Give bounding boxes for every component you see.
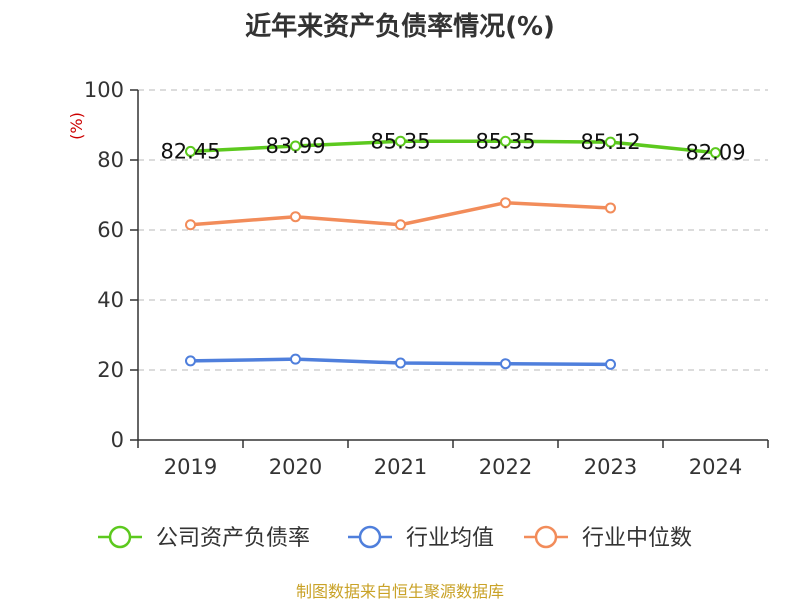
data-label: 85.35 <box>475 129 535 153</box>
y-tick-label: 0 <box>111 428 124 452</box>
data-label: 82.09 <box>685 141 745 165</box>
data-point <box>500 358 511 370</box>
axes: 0 20 40 60 80 100 (%) 2019 2020 2021 2022 2023 2024 <box>67 78 769 479</box>
data-point <box>605 202 616 214</box>
y-axis-label: (%) <box>67 112 86 140</box>
x-tick-label: 2022 <box>479 455 532 479</box>
data-point <box>395 357 406 369</box>
chart-title: 近年来资产负债率情况(%) <box>245 12 555 42</box>
legend-label-2: 行业中位数 <box>582 526 692 551</box>
y-tick-label: 80 <box>97 148 124 172</box>
legend-marker-1 <box>358 525 382 549</box>
data-point <box>185 355 196 367</box>
data-point <box>290 353 301 365</box>
series-lines <box>185 135 721 370</box>
data-point <box>395 135 406 147</box>
legend: 公司资产负债率 行业均值 行业中位数 <box>98 525 692 551</box>
y-tick-label: 20 <box>97 358 124 382</box>
data-point <box>500 135 511 147</box>
data-label: 82.45 <box>160 139 220 163</box>
data-label: 83.99 <box>265 134 325 158</box>
grid-lines <box>138 89 768 371</box>
data-point <box>185 145 196 157</box>
series-line-0 <box>188 139 718 155</box>
source-note: 制图数据来自恒生聚源数据库 <box>295 582 504 601</box>
y-tick-label: 100 <box>84 78 124 102</box>
data-point <box>185 219 196 231</box>
legend-marker-0 <box>108 525 132 549</box>
data-point <box>710 147 721 159</box>
legend-label-0: 公司资产负债率 <box>156 526 310 551</box>
x-tick-label: 2024 <box>689 455 742 479</box>
x-tick-label: 2023 <box>584 455 637 479</box>
data-point <box>395 219 406 231</box>
data-point <box>290 211 301 223</box>
legend-marker-2 <box>534 525 558 549</box>
x-tick-label: 2019 <box>164 455 217 479</box>
data-point <box>605 136 616 148</box>
x-tick-label: 2021 <box>374 455 427 479</box>
y-tick-label: 40 <box>97 288 124 312</box>
legend-label-1: 行业均值 <box>406 526 494 551</box>
data-labels: 82.45 83.99 85.35 85.35 85.12 82.09 <box>160 129 745 164</box>
data-point <box>605 358 616 370</box>
data-label: 85.12 <box>580 130 640 154</box>
data-point <box>290 140 301 152</box>
data-point <box>500 197 511 209</box>
x-tick-label: 2020 <box>269 455 322 479</box>
data-label: 85.35 <box>370 129 430 153</box>
y-tick-label: 60 <box>97 218 124 242</box>
